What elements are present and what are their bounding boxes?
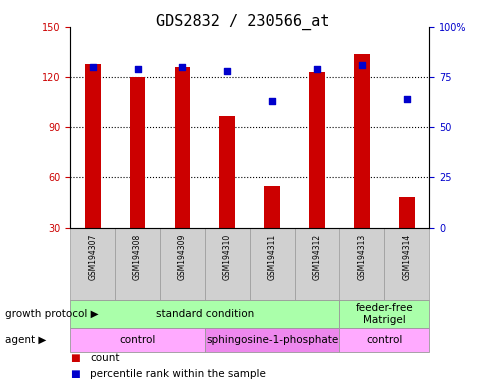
Bar — [204, 228, 249, 300]
Text: count: count — [90, 353, 120, 363]
Bar — [130, 77, 145, 228]
Text: GSM194313: GSM194313 — [357, 233, 366, 280]
Bar — [70, 300, 339, 328]
Bar — [383, 228, 428, 300]
Bar — [309, 72, 324, 228]
Bar — [219, 116, 235, 228]
Point — [402, 96, 410, 102]
Bar — [70, 228, 115, 300]
Text: growth protocol ▶: growth protocol ▶ — [5, 309, 98, 319]
Bar — [85, 64, 100, 228]
Point — [268, 98, 275, 104]
Bar — [70, 328, 204, 352]
Bar — [115, 228, 160, 300]
Text: feeder-free
Matrigel: feeder-free Matrigel — [355, 303, 412, 325]
Point — [357, 62, 365, 68]
Point — [313, 66, 320, 72]
Text: GSM194309: GSM194309 — [178, 233, 187, 280]
Text: sphingosine-1-phosphate: sphingosine-1-phosphate — [206, 335, 338, 345]
Text: GSM194314: GSM194314 — [401, 233, 410, 280]
Bar — [339, 300, 428, 328]
Text: GSM194312: GSM194312 — [312, 233, 321, 280]
Text: GSM194310: GSM194310 — [222, 233, 231, 280]
Text: agent ▶: agent ▶ — [5, 335, 46, 345]
Text: GDS2832 / 230566_at: GDS2832 / 230566_at — [155, 13, 329, 30]
Point — [134, 66, 141, 72]
Bar — [398, 197, 414, 228]
Text: control: control — [365, 335, 402, 345]
Bar — [353, 54, 369, 228]
Text: control: control — [119, 335, 155, 345]
Text: GSM194307: GSM194307 — [88, 233, 97, 280]
Text: ■: ■ — [70, 369, 80, 379]
Text: GSM194308: GSM194308 — [133, 233, 142, 280]
Bar — [339, 228, 383, 300]
Text: ■: ■ — [70, 353, 80, 363]
Text: GSM194311: GSM194311 — [267, 233, 276, 280]
Bar — [160, 228, 204, 300]
Bar — [204, 328, 339, 352]
Text: percentile rank within the sample: percentile rank within the sample — [90, 369, 265, 379]
Text: standard condition: standard condition — [155, 309, 254, 319]
Point — [178, 64, 186, 70]
Point — [223, 68, 231, 74]
Bar — [249, 228, 294, 300]
Bar — [264, 186, 279, 228]
Bar — [339, 328, 428, 352]
Point — [89, 64, 96, 70]
Bar — [174, 67, 190, 228]
Bar — [294, 228, 339, 300]
